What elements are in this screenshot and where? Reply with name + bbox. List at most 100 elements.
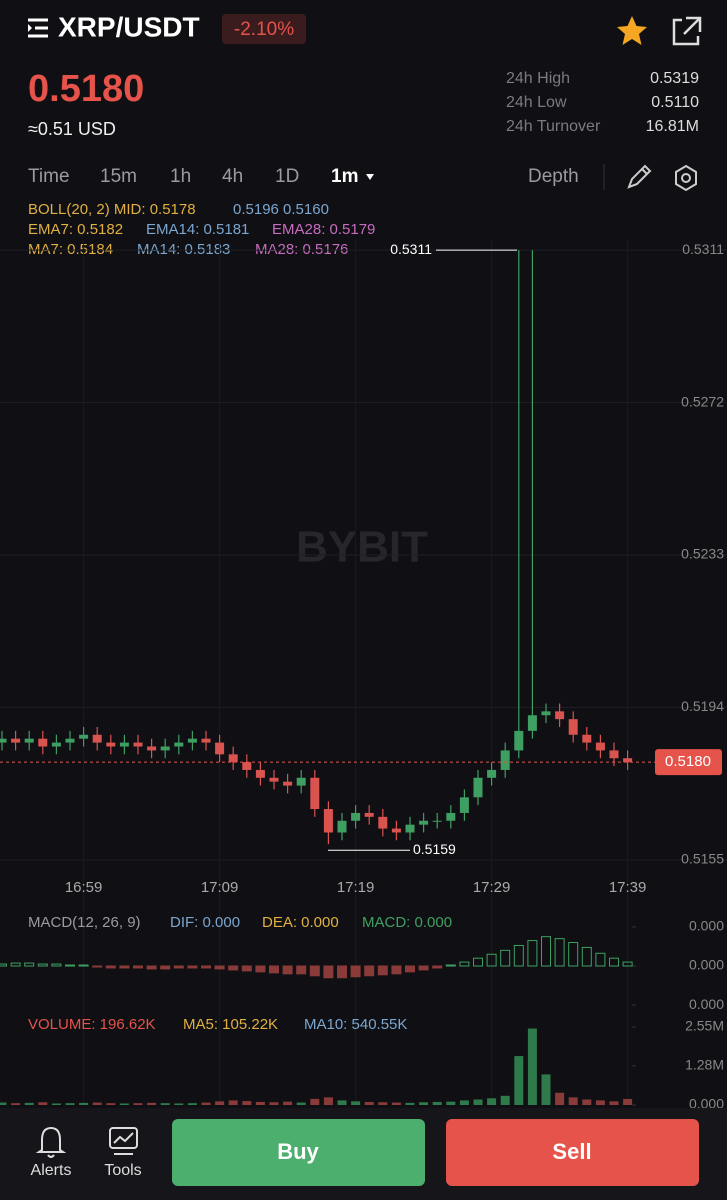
macd-bar <box>173 965 184 969</box>
candle-body <box>432 820 442 822</box>
volume-bar <box>378 1102 388 1105</box>
macd-bar <box>78 964 89 967</box>
macd-bar <box>228 965 239 971</box>
macd-bar <box>146 965 157 970</box>
volume-bar <box>364 1101 374 1105</box>
indicator-value: EMA7: 0.5182 <box>28 221 123 238</box>
favorite-icon[interactable] <box>617 16 647 45</box>
volume-bar <box>351 1101 361 1105</box>
timeframe-tab[interactable]: 4h <box>222 166 243 187</box>
candle-body <box>595 742 605 751</box>
macd-bar <box>105 965 116 969</box>
volume-bar <box>119 1103 129 1105</box>
buy-button[interactable] <box>172 1119 425 1186</box>
candle-body <box>487 769 497 778</box>
macd-bar <box>241 965 252 972</box>
stat-label: 24h Turnover <box>506 118 601 135</box>
share-icon[interactable] <box>672 16 702 46</box>
macd-bar <box>364 965 375 977</box>
volume-bar <box>473 1099 483 1105</box>
volume-bar <box>514 1056 524 1105</box>
volume-legend: MA10: 540.55K <box>304 1016 407 1033</box>
volume-bar <box>568 1097 578 1105</box>
candle-body <box>391 828 401 833</box>
timeframe-tab[interactable]: Time <box>28 166 70 187</box>
alerts-label[interactable]: Alerts <box>31 1162 72 1179</box>
volume-bar <box>51 1103 61 1105</box>
timeframe-tab[interactable]: Depth <box>528 166 579 187</box>
candle-body <box>351 812 361 821</box>
macd-bar <box>65 964 75 967</box>
timeframe-tab[interactable]: 15m <box>100 166 137 187</box>
indicator-value: EMA14: 0.5181 <box>146 221 249 238</box>
volume-bar <box>174 1103 184 1105</box>
candle-body <box>92 734 102 743</box>
candle-body <box>337 820 347 833</box>
candle-body <box>446 812 456 821</box>
volume-bar <box>391 1102 401 1105</box>
timeframe-tab[interactable]: 1m <box>331 166 358 187</box>
macd-bar <box>513 944 524 967</box>
volume-bar <box>609 1101 619 1105</box>
settings-icon[interactable] <box>675 164 697 192</box>
candle-body <box>11 738 21 743</box>
sell-label[interactable]: Sell <box>552 1139 591 1164</box>
macd-bar <box>554 938 565 967</box>
macd-bar <box>337 965 347 979</box>
volume-bar <box>269 1102 279 1105</box>
candle-body <box>283 781 293 786</box>
draw-icon[interactable] <box>627 164 652 189</box>
last-price-tag <box>655 749 722 776</box>
x-tick-label: 16:59 <box>65 879 103 896</box>
pair[interactable]: XRP/USDT <box>58 11 200 42</box>
stat-value: 0.5319 <box>650 70 699 87</box>
macd-legend: MACD: 0.000 <box>362 914 452 931</box>
candle-body <box>228 754 238 763</box>
macd-bar <box>10 962 21 967</box>
timeframe-tab[interactable]: 1h <box>170 166 191 187</box>
candle-body <box>582 734 592 743</box>
dropdown-arrow <box>366 174 374 180</box>
macd-legend: MACD(12, 26, 9) <box>28 914 141 931</box>
candle-body <box>119 742 129 747</box>
tools-icon[interactable] <box>109 1127 138 1155</box>
y-tick-label: 0.5194 <box>681 698 724 714</box>
candle-body <box>147 746 157 751</box>
candle-body <box>296 777 306 786</box>
x-tick-label: 17:19 <box>337 879 375 896</box>
candle-body <box>419 820 429 825</box>
macd-bar <box>541 936 551 967</box>
macd-bar <box>391 965 402 975</box>
macd-bar <box>282 965 293 975</box>
y-tick-label: 0.5311 <box>682 241 724 257</box>
menu-icon[interactable] <box>28 18 48 38</box>
macd-legend: DIF: 0.000 <box>170 914 240 931</box>
volume-bar <box>147 1102 157 1105</box>
stat-value: 0.5110 <box>651 94 699 111</box>
macd-bar <box>432 965 443 969</box>
candle-body <box>459 797 469 813</box>
macd-bar <box>595 952 606 967</box>
candle-body <box>133 742 143 747</box>
candle-body <box>242 762 252 770</box>
timeframe-tab[interactable]: 1D <box>275 166 299 187</box>
y-tick-label: 0.5155 <box>681 851 724 867</box>
candle-body <box>364 812 374 817</box>
buy-label[interactable]: Buy <box>277 1139 319 1164</box>
sell-button[interactable] <box>446 1119 699 1186</box>
x-tick-label: 17:09 <box>201 879 239 896</box>
alerts-icon[interactable] <box>35 1126 67 1158</box>
macd-bar <box>500 949 511 967</box>
last-price: 0.5180 <box>28 68 144 110</box>
volume-bar <box>228 1100 238 1105</box>
candle-body <box>201 738 211 743</box>
volume-bar <box>555 1092 565 1105</box>
tools-label[interactable]: Tools <box>104 1162 141 1179</box>
candle-body <box>215 742 225 755</box>
macd-bar <box>119 965 130 969</box>
candle-body <box>174 742 184 747</box>
indicator-value: 0.5196 0.5160 <box>233 201 329 218</box>
